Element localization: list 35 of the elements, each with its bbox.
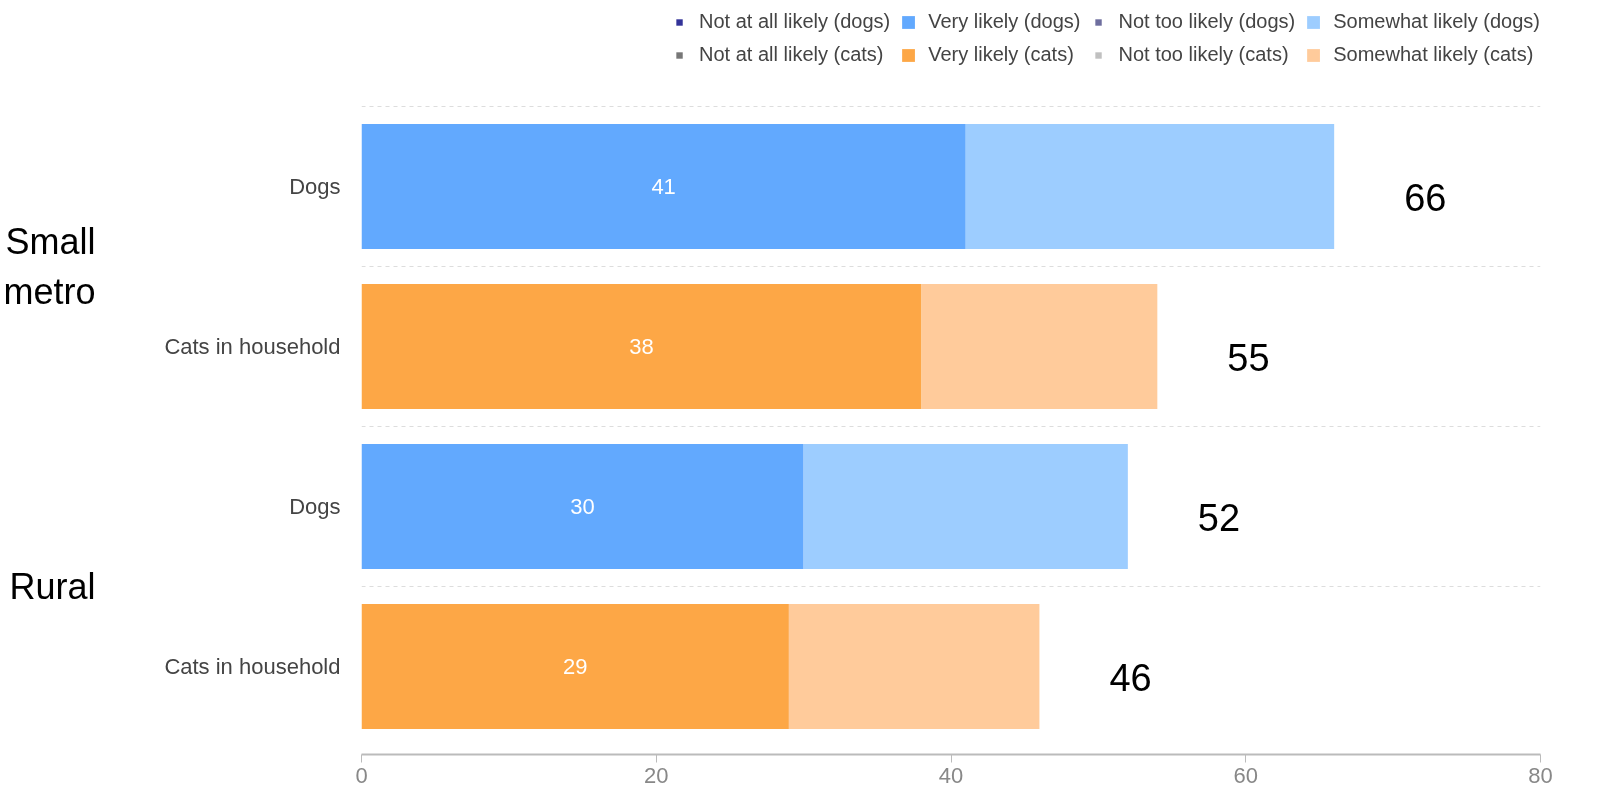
x-tick-label: 20 bbox=[644, 762, 669, 788]
y-tick-label: Dogs bbox=[289, 174, 341, 199]
text: Rural bbox=[9, 566, 96, 607]
x-tick-label: 60 bbox=[1233, 762, 1258, 788]
data-label: 41 bbox=[651, 174, 676, 199]
legend-label: Very likely (cats) bbox=[928, 43, 1074, 66]
legend-label: Somewhat likely (dogs) bbox=[1333, 10, 1540, 33]
bar bbox=[361, 284, 922, 409]
data-label: 29 bbox=[562, 654, 588, 679]
legend-label: Not too likely (cats) bbox=[1118, 43, 1289, 66]
total-label: 66 bbox=[1404, 177, 1447, 220]
legend-label: Not at all likely (dogs) bbox=[699, 10, 891, 33]
bar bbox=[361, 604, 789, 729]
bar bbox=[921, 284, 1158, 409]
y-tick-label: Cats in household bbox=[164, 334, 341, 359]
text: Small metro bbox=[3, 221, 96, 312]
x-tick-label: 0 bbox=[355, 762, 368, 788]
bar bbox=[803, 444, 1128, 569]
total-label: 52 bbox=[1197, 497, 1241, 540]
x-tick-label: 40 bbox=[938, 762, 964, 788]
total-label: 46 bbox=[1109, 657, 1152, 700]
bar bbox=[361, 444, 804, 569]
bar bbox=[788, 604, 1040, 729]
legend-label: Very likely (dogs) bbox=[928, 10, 1081, 33]
data-label: 30 bbox=[570, 494, 595, 519]
x-tick-label: 80 bbox=[1528, 762, 1553, 788]
bar bbox=[361, 124, 966, 249]
y-tick-label: Cats in household bbox=[164, 654, 341, 679]
legend-label: Somewhat likely (cats) bbox=[1333, 43, 1534, 66]
legend-label: Not at all likely (cats) bbox=[699, 43, 884, 66]
bar bbox=[965, 124, 1335, 249]
data-label: 38 bbox=[629, 334, 654, 359]
legend-label: Not too likely (dogs) bbox=[1118, 10, 1296, 33]
y-tick-label: Dogs bbox=[289, 494, 341, 519]
total-label: 55 bbox=[1227, 337, 1270, 380]
